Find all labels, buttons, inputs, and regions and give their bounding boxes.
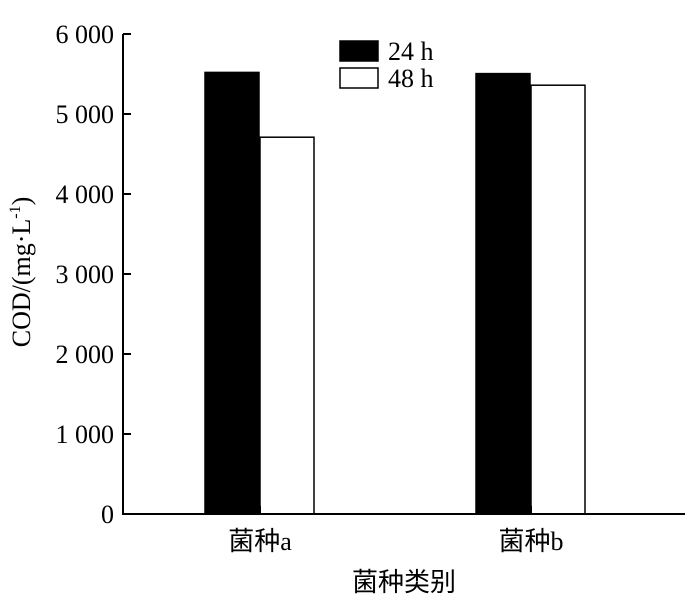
y-tick-label: 3 000 [56, 260, 115, 289]
legend-swatch-48h [339, 67, 379, 89]
bar-24h-b [475, 72, 531, 515]
y-axis-title-group: COD/(mg·L-1) [7, 197, 36, 348]
y-tick-label: 5 000 [56, 100, 115, 129]
legend-swatch-24h [339, 40, 379, 62]
legend-label-48h: 48 h [388, 64, 434, 93]
bar-24h-a [204, 71, 260, 515]
y-tick-label: 0 [101, 500, 114, 529]
y-axis-title: COD/(mg·L-1) [7, 197, 36, 348]
y-axis-title-sup: -1 [7, 205, 24, 218]
y-tick-label: 6 000 [56, 20, 115, 49]
bars-group [204, 71, 586, 515]
legend: 24 h48 h [339, 37, 434, 93]
y-tick-label: 4 000 [56, 180, 115, 209]
bar-48h-a [259, 136, 315, 515]
y-ticks-group: 0 1 000 2 000 3 000 4 000 5 000 6 000 [56, 20, 131, 529]
y-tick-label: 1 000 [56, 420, 115, 449]
legend-label-24h: 24 h [388, 37, 434, 66]
x-axis-title: 菌种类别 [352, 568, 456, 597]
x-tick-label: 菌种b [498, 527, 563, 556]
x-ticks-group: 菌种a 菌种b [228, 506, 564, 556]
y-tick-label: 2 000 [56, 340, 115, 369]
y-axis-title-close: ) [7, 197, 36, 206]
x-tick-label: 菌种a [228, 527, 292, 556]
y-axis-title-main: COD/(mg·L [7, 219, 36, 348]
bar-48h-b [530, 84, 586, 515]
